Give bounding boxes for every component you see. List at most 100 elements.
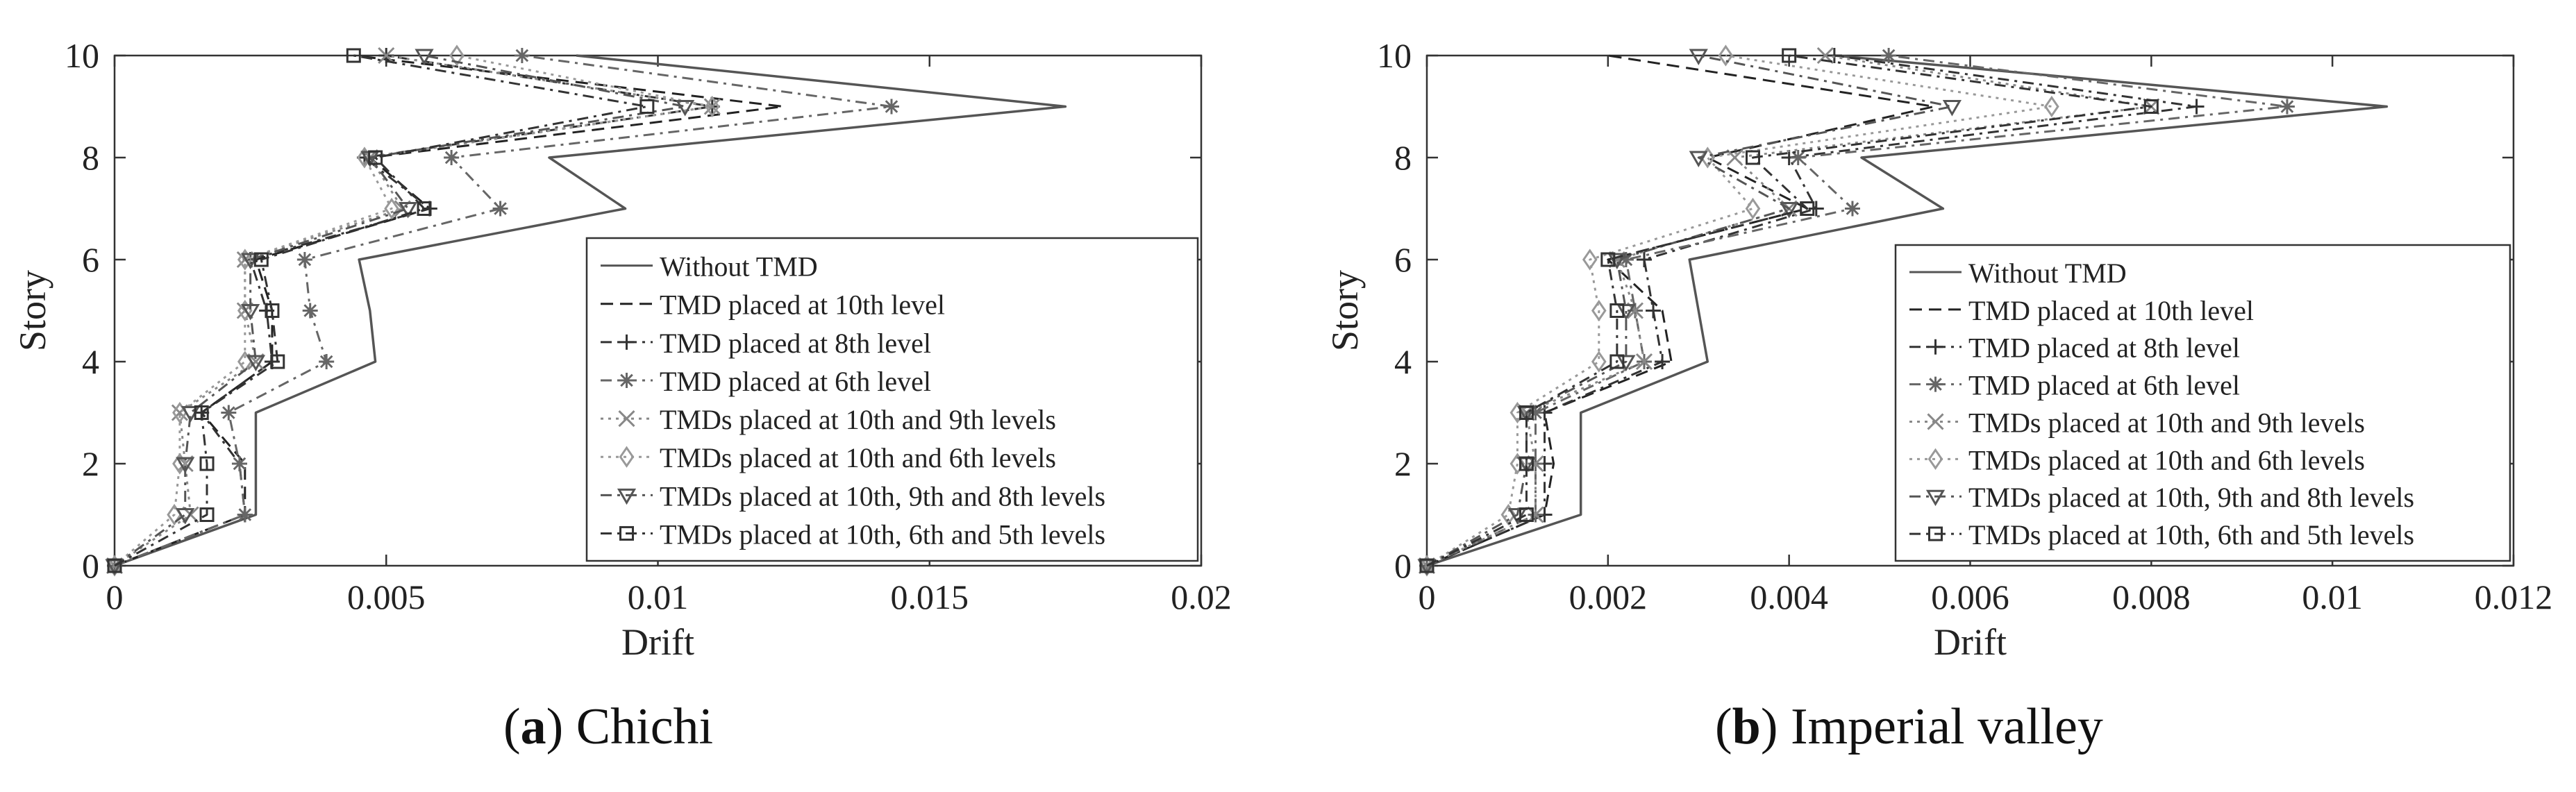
data-point — [176, 457, 195, 473]
data-point — [1808, 201, 1824, 217]
data-point — [265, 303, 280, 318]
legend-marker — [1927, 413, 1944, 430]
data-point — [1942, 100, 1962, 117]
data-point — [302, 303, 318, 319]
caption-a-text: ) Chichi — [546, 698, 714, 755]
y-tick-label: 6 — [1394, 240, 1412, 279]
data-point — [176, 508, 195, 525]
data-point — [2143, 99, 2159, 114]
x-axis-label: Drift — [1934, 621, 2007, 663]
y-tick-label: 2 — [1394, 444, 1412, 483]
data-point — [199, 507, 215, 522]
data-point — [231, 456, 247, 471]
data-point — [1782, 48, 1797, 63]
data-point — [319, 354, 335, 369]
legend-label: TMD placed at 10th level — [660, 289, 945, 321]
data-point — [1519, 507, 1534, 522]
legend-label: TMDs placed at 10th, 6th and 5th levels — [660, 519, 1105, 550]
data-point — [449, 44, 465, 67]
x-tick-label: 0.01 — [2302, 578, 2363, 616]
series-line — [114, 54, 649, 567]
data-point — [1528, 405, 1544, 421]
data-point — [1509, 453, 1525, 475]
data-point — [1519, 405, 1534, 420]
data-point — [1718, 44, 1734, 67]
x-tick-label: 0.006 — [1931, 578, 2009, 616]
data-point — [1844, 201, 1860, 217]
legend-box — [585, 237, 1199, 562]
legend-label: TMD placed at 6th level — [660, 366, 931, 397]
legend-marker — [619, 334, 635, 350]
data-point — [676, 100, 695, 117]
data-point — [1591, 299, 1607, 322]
data-point — [1591, 351, 1607, 373]
legend-label: TMDs placed at 10th and 6th levels — [660, 442, 1056, 473]
y-tick-label: 4 — [82, 342, 99, 381]
data-point — [1519, 456, 1534, 471]
caption-b: (b) Imperial valley — [1715, 698, 2103, 755]
legend-marker — [1927, 448, 1943, 470]
legend-label: TMDs placed at 10th, 9th and 8th levels — [1968, 482, 2414, 513]
data-point — [398, 202, 418, 219]
x-tick-label: 0.005 — [347, 578, 426, 616]
data-point — [514, 48, 530, 63]
caption-b-text: ) Imperial valley — [1760, 698, 2103, 755]
legend-marker — [1928, 526, 1943, 541]
data-point — [417, 201, 432, 216]
data-point — [1609, 303, 1625, 318]
x-tick-label: 0.004 — [1750, 578, 1828, 616]
legend-marker — [618, 410, 635, 428]
series-line — [1426, 54, 2152, 567]
caption-b-letter: b — [1732, 698, 1761, 755]
series-8 — [1419, 48, 2159, 573]
data-point — [1745, 197, 1761, 220]
legend-label: TMD placed at 6th level — [1968, 370, 2240, 401]
x-tick-label: 0 — [1419, 578, 1436, 616]
data-point — [384, 197, 399, 220]
legend-label: TMDs placed at 10th, 6th and 5th levels — [1968, 519, 2414, 550]
data-point — [1582, 248, 1598, 271]
data-point — [1689, 151, 1708, 167]
data-point — [1780, 202, 1799, 219]
data-point — [1419, 558, 1435, 573]
legend-label: TMD placed at 8th level — [660, 328, 931, 359]
data-point — [704, 95, 720, 118]
data-point — [1609, 354, 1625, 369]
series-line — [1426, 54, 1935, 567]
data-point — [1646, 303, 1662, 319]
data-point — [1527, 506, 1544, 523]
y-axis-label: Story — [1324, 270, 1366, 351]
legend-label: TMDs placed at 10th, 9th and 8th levels — [660, 480, 1105, 512]
data-point — [639, 99, 655, 114]
series-8 — [107, 48, 655, 573]
data-point — [378, 47, 395, 65]
y-tick-label: 6 — [82, 240, 99, 279]
data-point — [199, 456, 215, 471]
x-tick-label: 0.012 — [2475, 578, 2553, 616]
data-point — [703, 98, 721, 115]
legend-label: TMDs placed at 10th and 6th levels — [1968, 444, 2365, 475]
series-line — [114, 54, 687, 567]
data-point — [1800, 201, 1815, 216]
y-axis-label: Story — [12, 270, 53, 351]
data-point — [2279, 99, 2295, 115]
data-point — [883, 99, 899, 115]
data-point — [1826, 48, 1842, 63]
legend: Without TMD TMD placed at 10th level TMD p… — [585, 237, 1199, 562]
y-tick-label: 0 — [1394, 546, 1412, 585]
legend-label: TMDs placed at 10th and 9th levels — [660, 404, 1056, 435]
data-point — [241, 304, 260, 321]
x-axis-label: Drift — [621, 621, 694, 663]
legend-label: TMD placed at 8th level — [1968, 332, 2240, 364]
y-tick-label: 4 — [1394, 342, 1412, 381]
y-tick-label: 8 — [82, 138, 99, 177]
data-point — [246, 355, 266, 371]
data-point — [237, 299, 253, 322]
data-point — [221, 405, 237, 421]
y-tick-label: 2 — [82, 444, 99, 483]
data-point — [368, 150, 383, 165]
data-point — [107, 558, 122, 573]
legend-marker — [1925, 489, 1946, 507]
caption-a-letter: a — [520, 698, 546, 755]
